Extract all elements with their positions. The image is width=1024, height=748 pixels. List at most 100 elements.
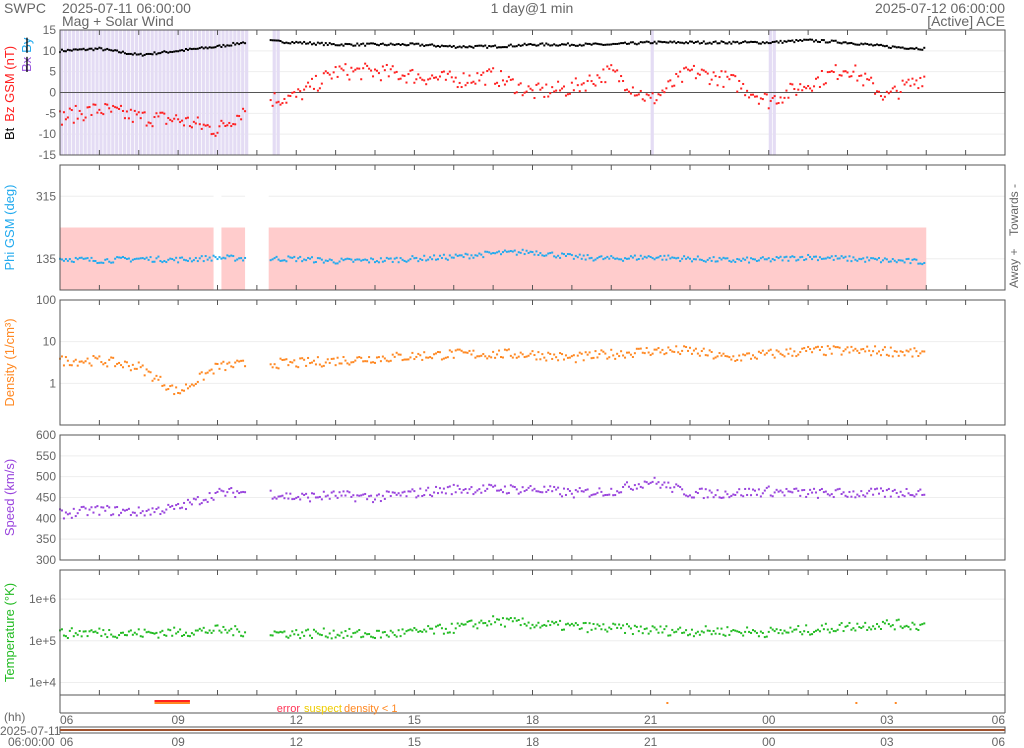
speed-point xyxy=(78,508,81,511)
temperature-point xyxy=(755,631,758,634)
bz-gsm-point xyxy=(736,90,739,93)
phi-gsm-point xyxy=(757,259,760,262)
temperature-point xyxy=(214,624,217,627)
bt-point xyxy=(793,41,796,44)
bz-gsm-point xyxy=(167,117,170,120)
bz-gsm-point xyxy=(118,107,121,110)
speed-point xyxy=(94,506,97,509)
bt-point xyxy=(917,48,920,51)
bz-gsm-point xyxy=(393,71,396,74)
density-point xyxy=(830,352,833,355)
bt-point xyxy=(513,45,516,48)
speed-point xyxy=(765,486,768,489)
bz-gsm-point xyxy=(720,70,723,73)
density-point xyxy=(151,379,154,382)
speed-point xyxy=(891,490,894,493)
bz-gsm-point xyxy=(505,80,508,83)
phi-gsm-point xyxy=(472,256,475,259)
temperature-point xyxy=(206,631,209,634)
speed-point xyxy=(726,493,729,496)
bz-gsm-point xyxy=(123,117,126,120)
bz-gsm-point xyxy=(100,111,103,114)
temperature-point xyxy=(423,628,426,631)
speed-point xyxy=(753,489,756,492)
density-point xyxy=(509,354,512,357)
phi-gsm-point xyxy=(706,258,709,261)
speed-point xyxy=(690,496,693,499)
density-point xyxy=(78,360,81,363)
density-point xyxy=(287,364,290,367)
density-point xyxy=(417,352,420,355)
temperature-point xyxy=(647,632,650,635)
bt-point xyxy=(299,41,302,44)
temperature-point xyxy=(405,630,408,633)
phi-gsm-point xyxy=(135,257,138,260)
density-point xyxy=(429,356,432,359)
bz-gsm-point xyxy=(440,71,443,74)
bz-gsm-point xyxy=(383,69,386,72)
phi-gsm-point xyxy=(143,257,146,260)
speed-point xyxy=(125,508,128,511)
phi-gsm-point xyxy=(442,253,445,256)
temperature-point xyxy=(781,632,784,635)
bz-gsm-point xyxy=(425,83,428,86)
phi-gsm-point xyxy=(74,256,77,259)
temperature-point xyxy=(452,631,455,634)
temperature-point xyxy=(364,632,367,635)
density-point xyxy=(805,349,808,352)
temperature-point xyxy=(200,629,203,632)
phi-gsm-point xyxy=(834,254,837,257)
bz-gsm-point xyxy=(444,78,447,81)
density-point xyxy=(860,348,863,351)
bt-point xyxy=(492,45,495,48)
speed-point xyxy=(437,492,439,495)
bz-gsm-point xyxy=(120,104,123,107)
density-point xyxy=(285,358,288,361)
phi-gsm-point xyxy=(204,255,207,258)
phi-gsm-point xyxy=(730,260,733,263)
bt-point xyxy=(122,50,124,53)
bz-gsm-point xyxy=(466,81,469,84)
phi-gsm-point xyxy=(559,256,562,259)
phi-gsm-point xyxy=(332,261,335,264)
speed-point xyxy=(836,488,839,491)
phi-gsm-point xyxy=(340,257,343,260)
bz-gsm-point xyxy=(277,100,280,103)
density-point xyxy=(456,348,459,351)
bt-point xyxy=(557,44,560,47)
speed-point xyxy=(860,490,863,493)
temperature-point xyxy=(123,634,126,637)
temperature-point xyxy=(179,628,182,631)
speed-point xyxy=(759,495,762,498)
bz-gsm-point xyxy=(870,76,873,79)
temperature-point xyxy=(311,636,313,639)
phi-gsm-point xyxy=(413,257,416,260)
speed-point xyxy=(848,490,851,493)
bt-point xyxy=(903,47,906,50)
density-point xyxy=(64,356,67,359)
temperature-point xyxy=(840,622,843,625)
speed-point xyxy=(494,484,497,487)
bt-point xyxy=(198,47,201,50)
bz-gsm-point xyxy=(279,103,282,106)
bt-point xyxy=(311,43,313,46)
density-point xyxy=(322,364,325,367)
phi-gsm-point xyxy=(690,260,693,263)
bz-gsm-point xyxy=(474,82,477,85)
temperature-point xyxy=(547,620,550,623)
phi-gsm-point xyxy=(116,256,119,259)
speed-point xyxy=(795,487,798,490)
temperature-point xyxy=(401,628,404,631)
bz-gsm-point xyxy=(566,93,569,96)
density-point xyxy=(236,359,239,362)
density-point xyxy=(106,365,109,368)
density-point xyxy=(438,351,441,354)
bz-gsm-point xyxy=(913,83,916,86)
phi-gsm-point xyxy=(72,261,75,264)
density-point xyxy=(633,352,636,355)
density-point xyxy=(919,352,922,355)
bz-gsm-point xyxy=(696,72,699,75)
bz-gsm-point xyxy=(862,84,865,87)
temperature-point xyxy=(584,621,587,624)
temperature-point xyxy=(917,629,920,632)
